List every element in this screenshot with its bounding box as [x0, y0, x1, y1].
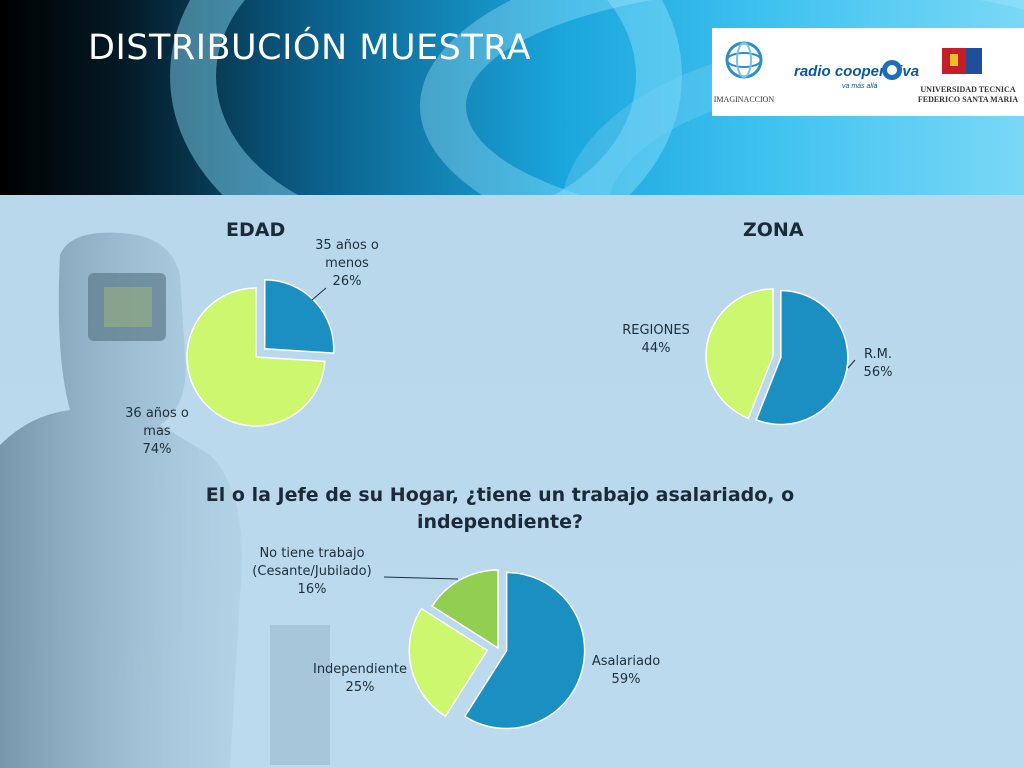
label-edad-36-o-mas: 36 años o mas 74% [125, 406, 189, 457]
pie-slice-edad-36-o-mas [186, 287, 326, 427]
radio-cooperativa-logo: radio cooperativa va más allá [794, 60, 919, 90]
label-asalariado: Asalariado 59% [591, 654, 661, 687]
pie-slice-asalariado [463, 571, 586, 730]
label-edad-35-o-menos: 35 años o menos 26% [315, 238, 379, 289]
imaginacion-logo: IMAGINACCION [714, 41, 775, 104]
utfsm-logo: UNIVERSIDAD TECNICA FEDERICO SANTA MARIA [918, 48, 1019, 104]
logo-panel: IMAGINACCION radio cooperativa va más al… [712, 28, 1024, 116]
pie-slice-edad-35-o-menos [263, 279, 335, 354]
pie-slice-independiente [408, 607, 489, 718]
chart-title-zona: ZONA [743, 219, 804, 241]
label-zona-rm: R.M. 56% [863, 347, 893, 380]
pie-slice-zona-regiones [705, 288, 774, 420]
pie-slice-zona-rm [755, 289, 849, 426]
utfsm-line2: FEDERICO SANTA MARIA [918, 95, 1019, 104]
leader-line-no-tiene-trabajo [383, 576, 459, 580]
imaginacion-text: IMAGINACCION [714, 95, 775, 104]
label-independiente: Independiente 25% [312, 662, 407, 695]
chart-title-edad: EDAD [226, 219, 286, 241]
leader-line-edad-35-o-menos [311, 287, 327, 301]
leader-line-zona-rm [847, 359, 856, 369]
chart-title-empleo: El o la Jefe de su Hogar, ¿tiene un trab… [205, 484, 795, 533]
radio-cooperativa-tagline: va más allá [842, 83, 878, 90]
welder-background-image [0, 232, 330, 768]
utfsm-line1: UNIVERSIDAD TECNICA [920, 85, 1015, 94]
pie-slice-no-tiene-trabajo [431, 569, 499, 650]
page-title: DISTRIBUCIÓN MUESTRA [88, 28, 532, 68]
label-no-tiene-trabajo: No tiene trabajo (Cesante/Jubilado) 16% [252, 546, 372, 597]
logos-graphic: IMAGINACCION radio cooperativa va más al… [714, 41, 1019, 104]
label-zona-regiones: REGIONES 44% [622, 323, 690, 356]
